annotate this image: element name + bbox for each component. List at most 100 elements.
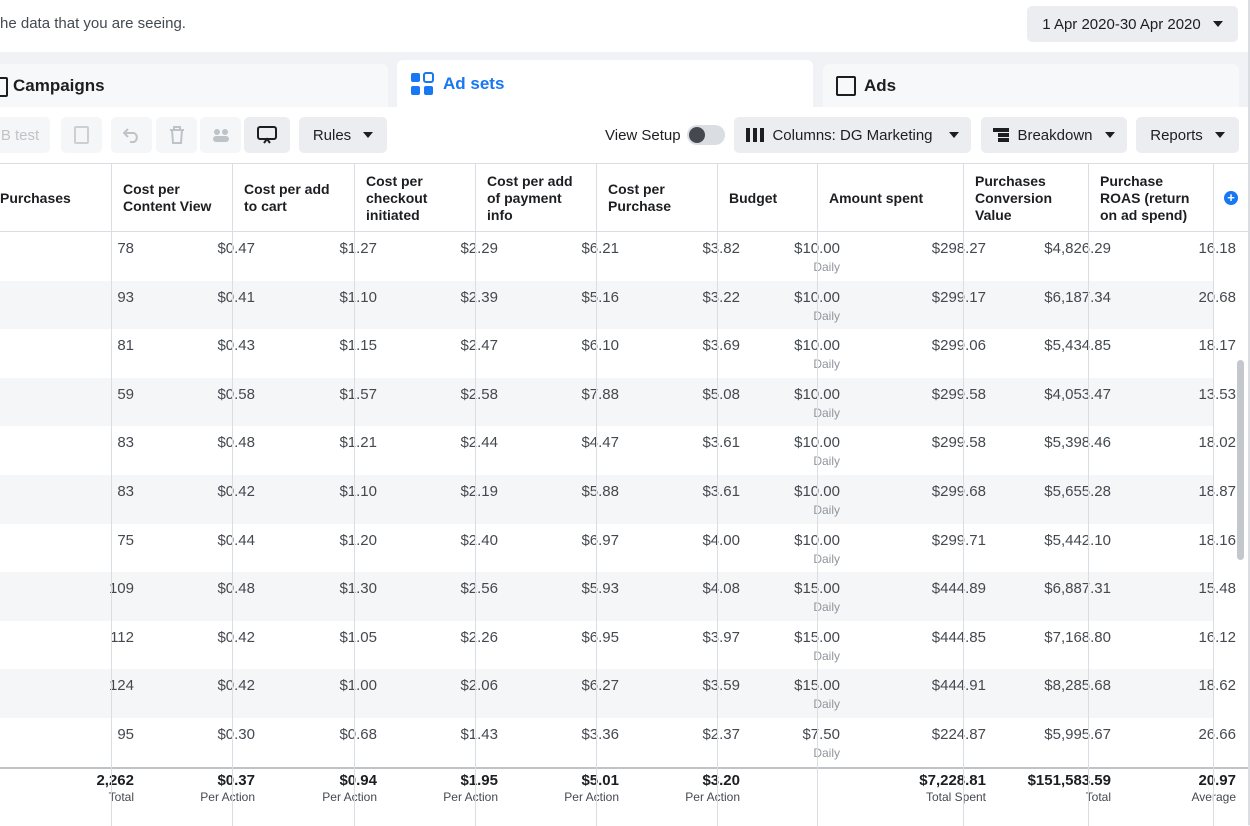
date-range[interactable]: 1 Apr 2020-30 Apr 2020 [1027,6,1238,42]
table-cell: 109 [109,580,134,597]
total-value: 2,262 [96,772,134,789]
table-cell: $0.68 [339,726,377,743]
column-divider [1213,164,1214,826]
add-column-button[interactable]: + [1224,191,1238,205]
scrollbar[interactable] [1237,360,1244,560]
preview-button[interactable] [244,117,290,153]
table-cell: $5,434.85 [1044,337,1111,354]
table-cell: $0.58 [217,386,255,403]
total-label: Total [109,790,134,804]
share-button[interactable] [200,117,241,153]
table-cell: $5.08 [702,386,740,403]
table-cell: $3.61 [702,483,740,500]
table-cell: $3.97 [702,629,740,646]
duplicate-button[interactable] [61,117,102,153]
icon [257,126,277,144]
total-label: Per Action [443,790,498,804]
delete-button[interactable] [156,117,197,153]
table-cell: $4.00 [702,532,740,549]
breakdown-button[interactable]: Breakdown [981,117,1127,153]
table-cell: $298.27 [932,240,986,257]
table-cell: $6.95 [581,629,619,646]
columns-button[interactable]: Columns: DG Marketing [734,117,971,153]
column-divider [717,164,718,826]
column-header[interactable]: Cost per add to cart [244,164,342,232]
column-header[interactable]: Cost per add of payment info [487,164,584,232]
table-cell: $444.89 [932,580,986,597]
table-cell: $6,187.34 [1044,289,1111,306]
tab-label: Ads [864,76,896,96]
caret [1105,132,1115,138]
table-cell: $0.41 [217,289,255,306]
total-value: $5.01 [581,772,619,789]
table-cell: 83 [117,483,134,500]
view-setup-toggle[interactable] [687,125,725,145]
icon [169,126,185,144]
table-cell: $0.42 [217,483,255,500]
total-value: 20.97 [1198,772,1236,789]
table-cell: $6.21 [581,240,619,257]
tab-icon [410,72,434,96]
rules-label: Rules [313,127,351,144]
table-cell: $0.44 [217,532,255,549]
column-header[interactable]: Purchases [0,164,99,232]
table-cell: $1.15 [339,337,377,354]
table-cell: $299.58 [932,434,986,451]
column-header[interactable]: Purchase ROAS (return on ad spend) [1100,164,1201,232]
columns-label: Columns: DG Marketing [772,127,932,144]
table-cell: 13.53 [1198,386,1236,403]
table-cell: 93 [117,289,134,306]
column-divider [817,164,818,826]
table-cell: $5,442.10 [1044,532,1111,549]
table-cell: $2.29 [460,240,498,257]
totals-border [0,767,1248,769]
table-cell: $0.42 [217,629,255,646]
table-cell: $4,826.29 [1044,240,1111,257]
table-cell: 112 [110,629,134,646]
undo-button[interactable] [111,117,152,153]
table-cell: $6.97 [581,532,619,549]
table-cell: $444.91 [932,677,986,694]
column-header[interactable]: Cost per checkout initiated [366,164,463,232]
caret [363,132,373,138]
column-header[interactable]: Cost per Purchase [608,164,705,232]
tab-active[interactable]: Ad sets [397,60,813,110]
table-cell: $4.08 [702,580,740,597]
table-cell: $2.58 [460,386,498,403]
total-value: $1.95 [460,772,498,789]
table-cell: 59 [117,386,134,403]
table-cell: $0.47 [217,240,255,257]
column-divider [232,164,233,826]
column-header[interactable]: Cost per Content View [123,164,220,232]
view-setup-label: View Setup [605,127,681,144]
tab[interactable]: Ads [823,64,1239,107]
table-cell: 18.17 [1198,337,1236,354]
table-cell: $5,398.46 [1044,434,1111,451]
rules-button[interactable]: Rules [299,117,387,153]
column-divider [963,164,964,826]
table-cell: $224.87 [932,726,986,743]
table-cell: $299.17 [932,289,986,306]
table-cell: 18.02 [1198,434,1236,451]
table-cell: $1.10 [339,289,377,306]
data-table: Purchases Cost per Content View Cost per a… [0,163,1248,826]
column-divider [354,164,355,826]
table-cell: $2.26 [460,629,498,646]
reports-button[interactable]: Reports [1136,117,1239,153]
toolbar: B test Rules View Setup Columns: DG Mark… [0,107,1248,163]
table-cell: $4.47 [581,434,619,451]
column-header[interactable]: Budget [729,164,805,232]
tab[interactable]: Campaigns [0,64,388,107]
icon [746,128,764,142]
tab-label: Campaigns [13,76,105,96]
table-cell: 20.68 [1198,289,1236,306]
tab-label: Ad sets [443,74,504,94]
total-value: $0.94 [339,772,377,789]
ab-test-button[interactable]: B test [0,117,50,153]
column-header[interactable]: Amount spent [829,164,951,232]
total-label: Total Spent [926,790,986,804]
column-header[interactable]: Purchases Conversion Value [975,164,1076,232]
total-value: $151,583.59 [1028,772,1111,789]
table-cell: $1.57 [339,386,377,403]
